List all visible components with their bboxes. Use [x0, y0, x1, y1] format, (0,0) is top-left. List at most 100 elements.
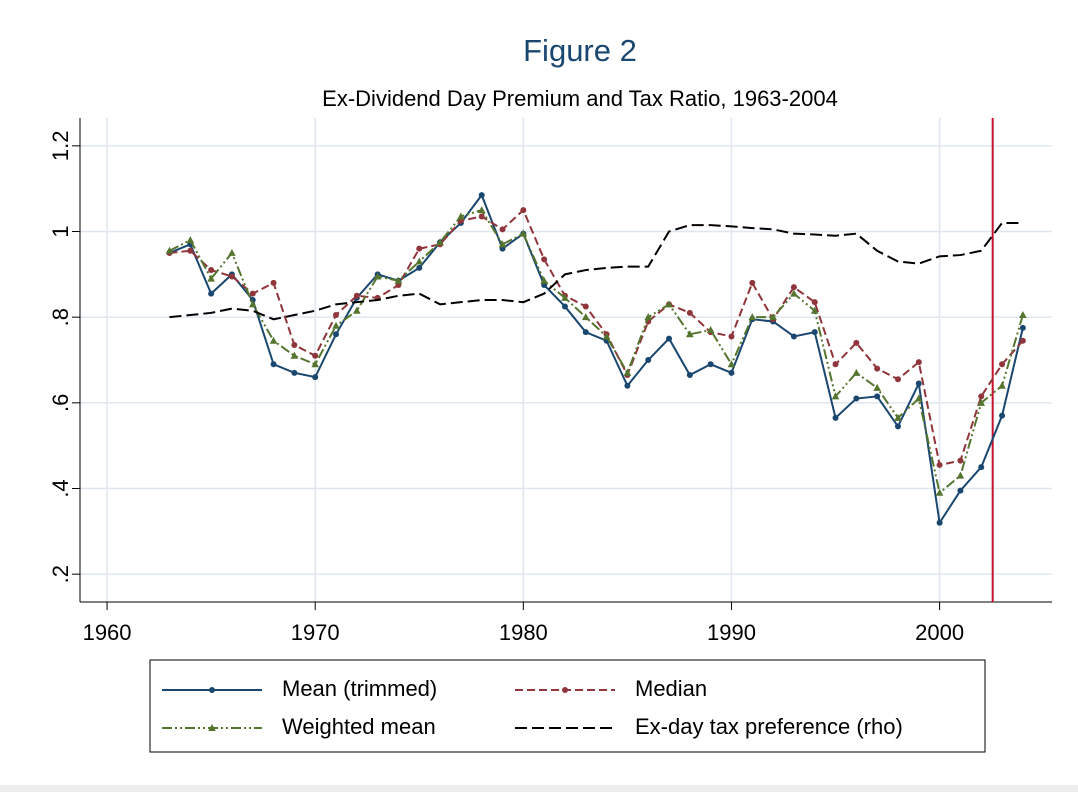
point [874, 365, 881, 372]
point [769, 313, 777, 321]
point [956, 471, 965, 479]
point [832, 361, 839, 368]
point [936, 519, 943, 526]
x-tick-label: 1980 [499, 620, 548, 645]
point [914, 394, 923, 402]
legend-marker [208, 724, 216, 731]
x-tick-label: 1970 [291, 620, 340, 645]
point [999, 361, 1006, 368]
point [1019, 311, 1027, 319]
point [728, 333, 735, 340]
point [686, 371, 693, 378]
point [228, 273, 235, 280]
point [666, 335, 673, 342]
point [831, 392, 840, 400]
point [208, 267, 215, 274]
point [269, 336, 278, 344]
point [394, 276, 403, 284]
point [645, 357, 652, 363]
legend-box [149, 659, 986, 753]
point [853, 339, 860, 346]
point [707, 361, 714, 368]
point [978, 393, 985, 400]
point [312, 374, 319, 381]
point [333, 331, 340, 338]
point [790, 289, 798, 297]
point [706, 326, 715, 334]
series-line [169, 208, 1024, 495]
point [1019, 337, 1026, 344]
chart-title: Figure 2 [523, 33, 637, 68]
point [186, 236, 195, 244]
point [290, 351, 299, 359]
point [894, 376, 901, 383]
y-tick-label: 1.2 [48, 131, 73, 162]
point [478, 192, 485, 199]
point [602, 332, 611, 340]
point [416, 245, 423, 252]
point [582, 329, 589, 336]
point [207, 274, 215, 282]
point [852, 368, 861, 376]
point [333, 312, 340, 319]
series-line [169, 221, 1023, 321]
point [874, 393, 881, 400]
point [790, 333, 797, 340]
bottom-strip [0, 785, 1078, 792]
point [748, 313, 757, 321]
point [520, 207, 527, 214]
point [477, 206, 486, 214]
point [561, 293, 569, 301]
point [353, 292, 360, 299]
point [436, 238, 444, 246]
point [623, 368, 632, 376]
point [582, 303, 589, 310]
point [270, 279, 277, 286]
legend-label: Weighted mean [282, 714, 436, 739]
point [936, 461, 943, 468]
point [208, 290, 215, 297]
point [728, 369, 735, 376]
series-line [169, 193, 1024, 526]
point [915, 380, 922, 387]
point [165, 246, 174, 254]
point [291, 369, 298, 376]
point [187, 247, 194, 254]
point [810, 306, 819, 314]
point [540, 276, 548, 284]
point [249, 290, 256, 297]
point [644, 313, 653, 321]
x-tick-label: 1990 [707, 620, 756, 645]
point [935, 488, 944, 496]
point [999, 412, 1006, 419]
y-tick-label: .4 [48, 479, 73, 497]
legend-label: Ex-day tax preference (rho) [635, 714, 903, 739]
y-tick-label: .2 [48, 565, 73, 583]
point [581, 313, 590, 321]
point [686, 330, 694, 338]
point [1019, 324, 1026, 331]
point [790, 284, 797, 291]
point [686, 309, 693, 316]
point [478, 213, 485, 220]
point [457, 212, 465, 220]
legend-marker [562, 687, 568, 693]
point [416, 264, 423, 271]
legend-marker [209, 687, 215, 693]
y-tick-label: 1 [48, 225, 73, 237]
point [561, 303, 568, 310]
point [499, 226, 506, 233]
point [624, 382, 631, 389]
point [228, 248, 236, 256]
point [977, 398, 986, 406]
point [957, 457, 964, 464]
y-tick-label: .8 [48, 308, 73, 326]
chart-subtitle: Ex-Dividend Day Premium and Tax Ratio, 1… [322, 86, 838, 111]
point [498, 240, 507, 248]
point [311, 360, 319, 368]
point [312, 352, 319, 359]
legend-label: Median [635, 676, 707, 701]
point [811, 329, 818, 336]
point [373, 272, 382, 280]
